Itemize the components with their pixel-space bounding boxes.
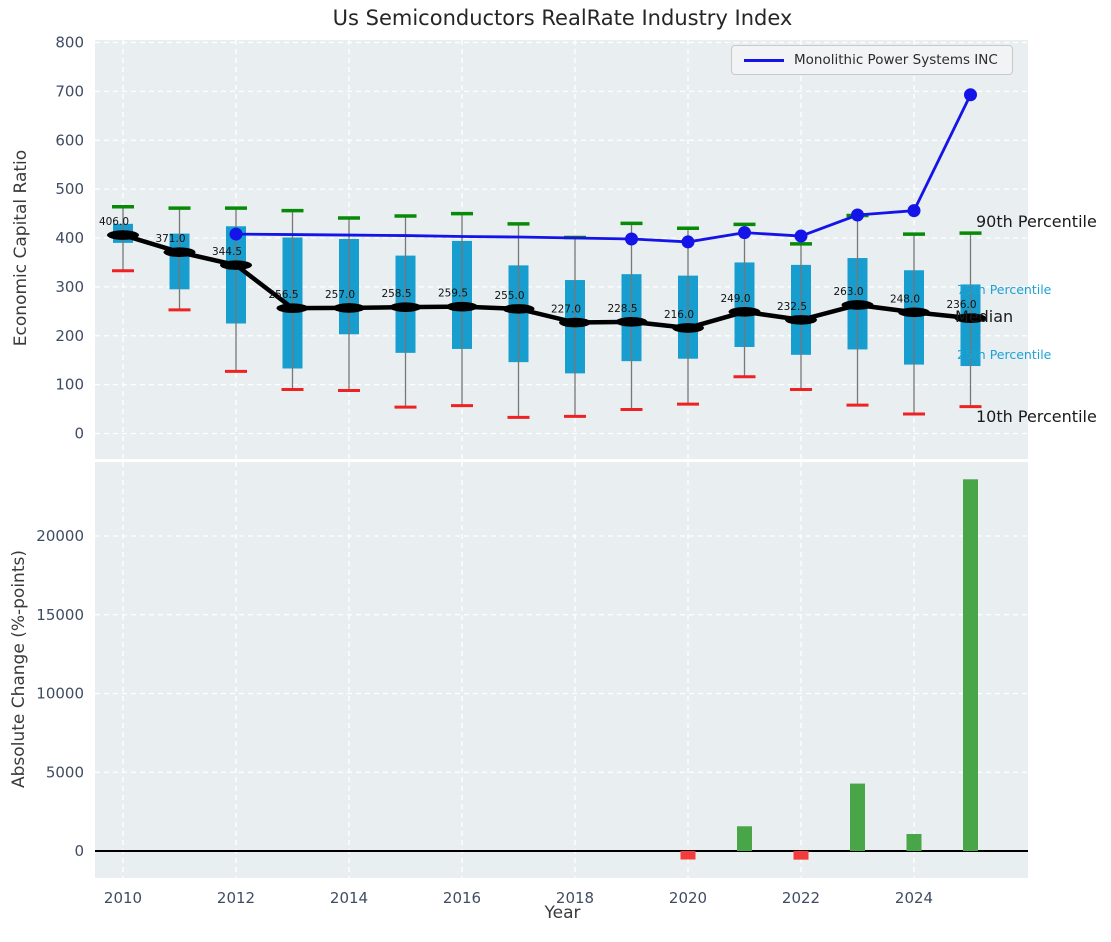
company-point-2024 [907,204,921,218]
label-10th-percentile: 10th Percentile [976,407,1097,426]
median-marker-2014 [333,303,365,313]
top-y-tick-label: 400 [55,229,84,247]
bottom-y-tick-label: 5000 [46,763,84,781]
median-marker-2013 [276,303,309,313]
bottom-y-tick-label: 10000 [36,685,84,703]
label-median: Median [955,307,1014,326]
change-bar-2022 [793,851,809,860]
median-value-label-2017: 255.0 [494,290,524,302]
bottom-panel-background [95,462,1028,878]
company-point-2020 [681,235,695,249]
median-value-label-2012: 344.5 [212,246,242,258]
legend: Monolithic Power Systems INC [731,45,1013,75]
median-marker-2012 [220,260,252,270]
median-value-label-2010: 406.0 [99,216,129,228]
x-tick-label: 2022 [782,889,820,907]
median-marker-2015 [389,302,422,312]
median-value-label-2020: 216.0 [664,309,694,321]
median-value-label-2021: 249.0 [720,293,750,305]
top-y-tick-label: 700 [55,82,84,100]
bottom-y-tick-label: 0 [74,842,84,860]
company-point-2021 [738,226,751,240]
top-y-axis-label: Economic Capital Ratio [11,149,31,347]
x-tick-label: 2012 [217,889,255,907]
top-y-tick-label: 0 [74,425,84,443]
median-marker-2017 [502,304,535,314]
change-bar-2024 [906,833,922,851]
median-marker-2010 [107,230,139,240]
change-bar-2023 [850,783,865,851]
legend-label: Monolithic Power Systems INC [794,52,998,68]
median-value-label-2016: 259.5 [438,288,468,300]
label-75th-percentile: 75th Percentile [957,282,1052,297]
company-point-2023 [851,208,864,222]
top-y-tick-label: 100 [55,376,84,394]
change-bar-2021 [737,826,752,851]
label-90th-percentile: 90th Percentile [976,212,1097,231]
legend-line-sample-icon [744,58,784,62]
median-marker-2021 [728,307,761,317]
label-25th-percentile: 25th Percentile [957,347,1052,362]
median-marker-2011 [163,247,196,257]
top-y-tick-label: 300 [55,278,84,296]
x-tick-label: 2020 [669,889,707,907]
median-marker-2025 [954,313,987,323]
x-tick-label: 2014 [330,889,368,907]
top-y-tick-label: 800 [55,34,84,52]
company-point-2025 [964,88,977,102]
median-marker-2023 [841,300,874,310]
x-axis-label: Year [544,903,581,923]
median-value-label-2014: 257.0 [325,289,355,301]
company-line [235,94,972,244]
chart-title: Us Semiconductors RealRate Industry Inde… [332,6,793,30]
median-marker-2018 [559,317,591,328]
change-bar-2020 [680,851,696,860]
top-panel-background [95,40,1028,459]
median-value-label-2022: 232.5 [777,301,807,313]
median-marker-2016 [446,301,478,312]
company-point-2019 [625,232,638,246]
median-value-label-2025: 236.0 [946,299,976,311]
median-value-label-2011: 371.0 [155,233,185,245]
median-value-label-2019: 228.5 [607,303,637,315]
bottom-y-tick-label: 20000 [36,527,84,545]
median-value-label-2024: 248.0 [890,293,920,305]
top-y-tick-label: 500 [55,180,84,198]
median-value-label-2018: 227.0 [551,304,581,316]
top-y-tick-label: 600 [55,131,84,149]
x-tick-label: 2016 [443,889,481,907]
median-marker-2022 [785,315,817,325]
median-marker-2019 [615,317,648,327]
median-value-label-2013: 256.5 [268,289,298,301]
x-tick-label: 2018 [556,889,594,907]
bottom-y-axis-label: Absolute Change (%-points) [9,550,29,788]
x-tick-label: 2010 [104,889,142,907]
x-tick-label: 2024 [895,889,933,907]
company-point-2012 [229,227,243,241]
median-value-label-2023: 263.0 [833,286,863,298]
median-line [122,232,971,331]
median-marker-2020 [672,323,704,333]
median-value-label-2015: 258.5 [381,288,411,300]
bottom-y-tick-label: 15000 [36,606,84,624]
company-point-2022 [794,229,808,243]
top-y-tick-label: 200 [55,327,84,345]
change-bar-2025 [963,479,978,851]
median-marker-2024 [898,307,930,318]
